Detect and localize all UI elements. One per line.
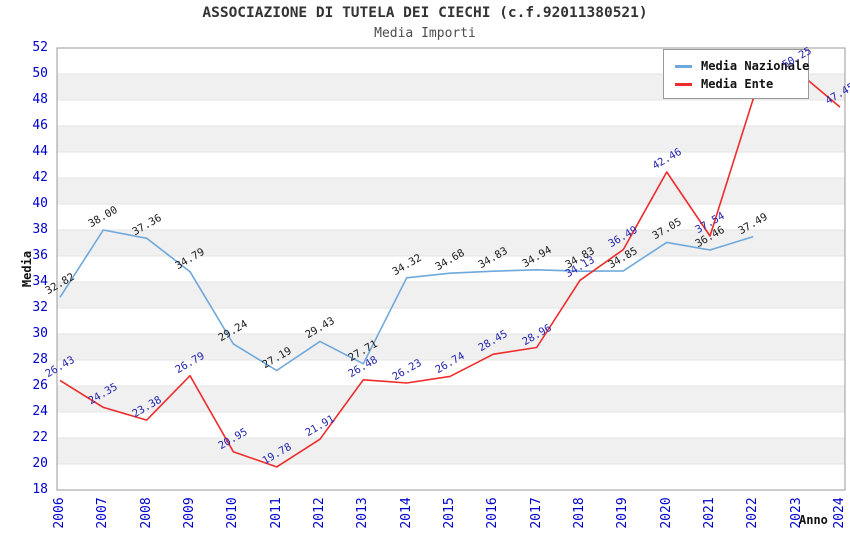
legend-item-media-ente: Media Ente <box>675 75 808 93</box>
gray-band <box>57 178 845 204</box>
gray-band <box>57 334 845 360</box>
legend-label-media-nazionale: Media Nazionale <box>701 59 810 73</box>
gray-band <box>57 282 845 308</box>
legend-item-media-nazionale: Media Nazionale <box>675 57 810 75</box>
media-ente-line <box>59 70 841 468</box>
media-nazionale-line-swatch <box>675 64 692 68</box>
plot-border <box>56 47 846 491</box>
gray-band <box>57 438 845 464</box>
gray-band <box>57 126 845 152</box>
chart-subtitle: Media Importi <box>374 26 476 41</box>
chart-title: ASSOCIAZIONE DI TUTELA DEI CIECHI (c.f.9… <box>202 5 648 21</box>
legend-label-media-ente: Media Ente <box>701 77 774 91</box>
media-ente-line-swatch <box>675 82 692 86</box>
media-nazionale-line <box>59 229 754 372</box>
gray-band <box>57 386 845 412</box>
legend: Media Nazionale Media Ente <box>663 49 809 99</box>
gray-band <box>57 230 845 256</box>
